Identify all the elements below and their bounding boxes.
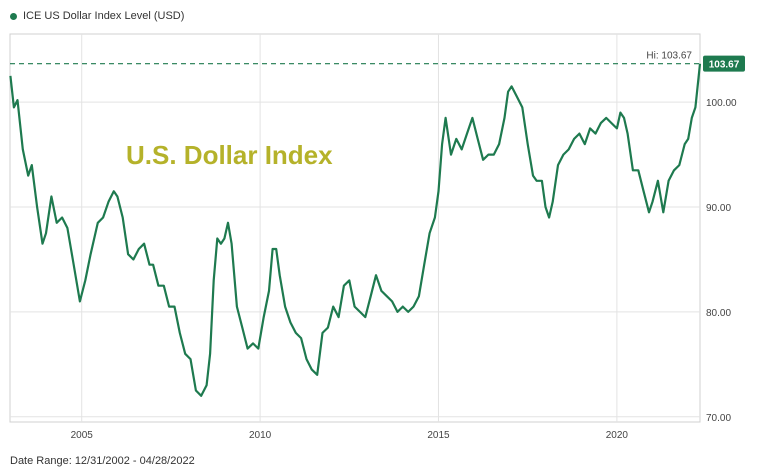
legend-swatch [10, 12, 17, 20]
x-tick-label: 2005 [71, 430, 94, 441]
x-tick-label: 2010 [249, 430, 272, 441]
last-value-badge [703, 55, 745, 72]
chart-legend: ICE US Dollar Index Level (USD) [10, 10, 184, 22]
x-tick-label: 2015 [427, 430, 450, 441]
x-tick-label: 2020 [606, 430, 629, 441]
y-tick-label: 100.00 [706, 98, 737, 109]
y-tick-label: 80.00 [706, 308, 731, 319]
plot-frame [9, 33, 701, 423]
series-line [9, 63, 702, 397]
legend-label: ICE US Dollar Index Level (USD) [23, 10, 185, 22]
last-value-label: 103.67 [709, 60, 740, 71]
overlay-title: U.S. Dollar Index [126, 140, 333, 170]
y-tick-label: 70.00 [706, 413, 731, 424]
y-tick-label: 90.00 [706, 203, 731, 214]
date-range-label: Date Range: 12/31/2002 - 04/28/2022 [10, 455, 195, 467]
high-value-label: Hi: 103.67 [646, 51, 692, 62]
